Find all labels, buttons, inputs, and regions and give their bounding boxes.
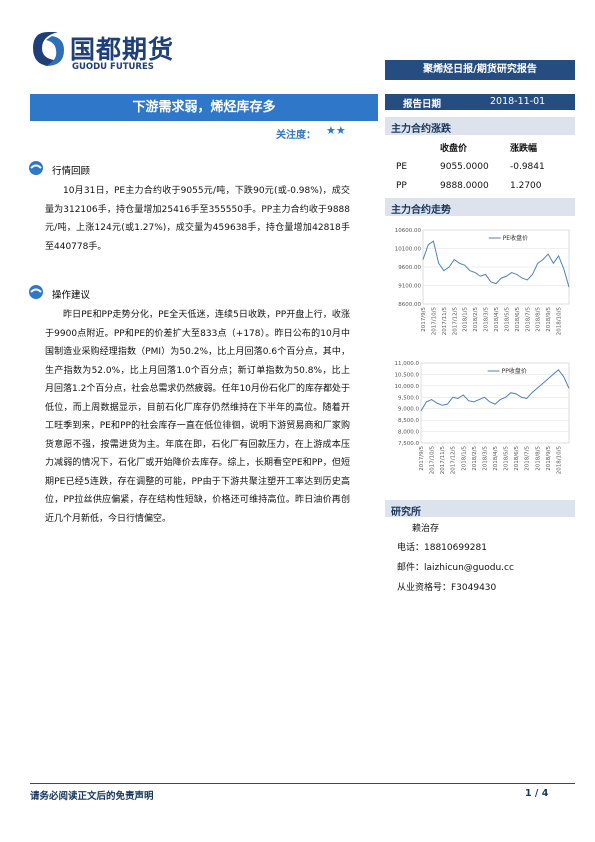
x-tick-label: 2017/10/5 [430,446,436,475]
title: 下游需求弱，烯烃库存多 [30,94,378,121]
license: 从业资格号：F3049430 [397,583,497,593]
x-tick-label: 2018/3/5 [484,307,490,332]
cell: 9055.0000 [440,162,489,172]
cell: PE [396,162,408,172]
date-value: 2018-11-01 [490,96,546,107]
x-tick-label: 2018/9/5 [546,307,552,332]
y-tick-label: 11,000.0 [395,361,420,367]
chart: 7,500.0 8,000.0 8,500.0 9,000.0 9,500.0 10,00… [395,361,570,475]
analyst: 赖治存 [412,524,440,534]
series-line [420,369,570,412]
paragraph: 昨日PE和PP走势分化，PE全天低迷，连续5日收跌，PP开盘上行，收涨于9900… [45,310,350,524]
phone: 电话：18810699281 [397,543,487,553]
x-tick-label: 2018/7/5 [525,446,531,471]
x-tick-label: 2018/1/5 [461,446,467,471]
table-header: 涨跌幅 [510,144,538,154]
page-number: 1 / 4 [525,788,549,799]
x-tick-label: 2018/5/5 [504,446,510,471]
x-tick-label: 2018/2/5 [472,446,478,471]
x-tick-label: 2017/11/5 [440,446,446,475]
x-tick-label: 2018/1/5 [463,307,469,332]
logo-en: GUODU FUTURES [72,62,154,72]
rating-label: 关注度： [276,130,316,141]
footer-rule [30,783,575,784]
x-tick-label: 2018/10/5 [556,446,562,475]
email: 邮件：laizhicun@guodu.cc [397,563,514,573]
y-tick-label: 10100.00 [395,247,422,253]
x-tick-label: 2018/5/5 [504,307,510,332]
x-tick-label: 2018/9/5 [546,446,552,471]
x-tick-label: 2018/8/5 [536,307,542,332]
section-heading: 操作建议 [52,290,91,301]
y-tick-label: 8,000.0 [398,430,419,436]
x-tick-label: 2018/6/5 [514,446,520,471]
section-heading: 行情回顾 [52,166,91,177]
table-header: 收盘价 [440,144,468,154]
cell: -0.9841 [510,162,545,172]
paragraph: 10月31日，PE主力合约收于9055元/吨，下跌90元(或-0.98%)，成交… [45,186,350,252]
y-tick-label: 9,500.0 [398,395,419,401]
x-tick-label: 2017/12/5 [451,446,457,475]
disclaimer: 请务必阅读正文后的免责声明 [30,791,154,802]
date-bar [385,94,575,110]
y-tick-label: 9600.00 [398,265,421,271]
y-tick-label: 9,000.0 [398,407,419,413]
x-tick-label: 2017/9/5 [419,446,425,471]
logo-cn: 国都期货 [70,35,175,64]
y-tick-label: 10600.00 [395,228,422,234]
x-tick-label: 2017/11/5 [442,307,448,336]
banner: 聚烯烃日报/期货研究报告 [385,60,575,80]
x-tick-label: 2018/6/5 [515,307,521,332]
date-label: 报告日期 [403,99,442,110]
chart: 8600.00 9100.00 9600.00 10100.00 10600.00 201… [395,228,570,336]
table-heading: 主力合约涨跌 [385,117,575,135]
cell: 9888.0000 [440,181,489,191]
x-tick-label: 2017/12/5 [452,307,458,336]
plot-frame [420,362,570,444]
legend-label: PE收盘价 [503,234,528,242]
y-tick-label: 9100.00 [398,284,421,290]
y-tick-label: 7,500.0 [398,441,419,447]
x-tick-label: 2018/4/5 [494,307,500,332]
x-tick-label: 2018/10/5 [557,307,563,336]
y-tick-label: 8,500.0 [398,418,419,424]
series-line [422,240,570,288]
trend-heading: 主力合约走势 [385,198,575,216]
y-tick-label: 10,000.0 [395,384,420,390]
legend-label: PP收盘价 [502,367,527,375]
research-heading: 研究所 [385,500,575,518]
y-tick-label: 10,500.0 [395,372,420,378]
x-tick-label: 2018/7/5 [525,307,531,332]
logo-icon [33,31,64,67]
x-tick-label: 2018/3/5 [482,446,488,471]
section-icon [29,161,43,175]
cell: PP [396,181,407,191]
x-tick-label: 2018/2/5 [473,307,479,332]
rating: ★★ [326,124,346,137]
x-tick-label: 2018/8/5 [535,446,541,471]
x-tick-label: 2018/4/5 [493,446,499,471]
x-tick-label: 2017/9/5 [421,307,427,332]
cell: 1.2700 [510,181,542,191]
x-tick-label: 2017/10/5 [431,307,437,336]
section-icon [29,285,43,299]
y-tick-label: 8600.00 [398,302,421,308]
